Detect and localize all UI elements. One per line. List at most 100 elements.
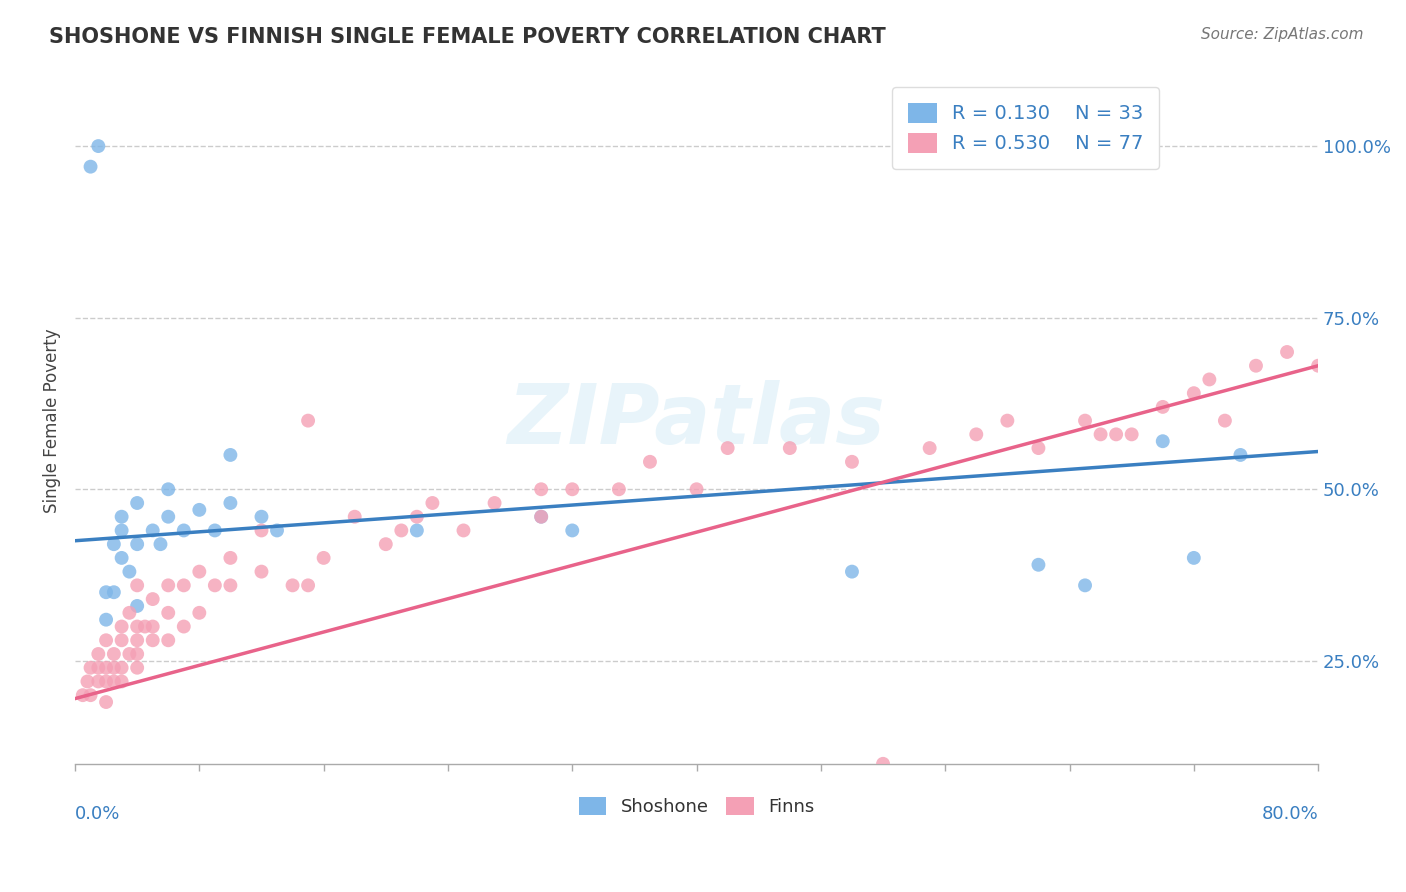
- Point: [638, 455, 661, 469]
- Point: [530, 509, 553, 524]
- Point: [142, 633, 165, 648]
- Text: SHOSHONE VS FINNISH SINGLE FEMALE POVERTY CORRELATION CHART: SHOSHONE VS FINNISH SINGLE FEMALE POVERT…: [49, 27, 886, 46]
- Point: [111, 674, 134, 689]
- Point: [127, 633, 149, 648]
- Point: [1229, 448, 1251, 462]
- Point: [561, 483, 583, 497]
- Point: [127, 599, 149, 613]
- Text: 0.0%: 0.0%: [75, 805, 121, 823]
- Point: [127, 537, 149, 551]
- Point: [1182, 386, 1205, 401]
- Point: [157, 509, 180, 524]
- Point: [281, 578, 304, 592]
- Point: [219, 550, 242, 565]
- Point: [685, 483, 707, 497]
- Text: ZIPatlas: ZIPatlas: [508, 380, 886, 461]
- Point: [1152, 400, 1174, 414]
- Point: [422, 496, 444, 510]
- Point: [530, 483, 553, 497]
- Point: [127, 647, 149, 661]
- Point: [343, 509, 366, 524]
- Point: [484, 496, 506, 510]
- Point: [103, 537, 125, 551]
- Point: [127, 619, 149, 633]
- Point: [142, 592, 165, 607]
- Point: [1028, 441, 1050, 455]
- Legend: Shoshone, Finns: Shoshone, Finns: [572, 789, 821, 823]
- Point: [607, 483, 630, 497]
- Point: [1090, 427, 1112, 442]
- Point: [118, 565, 141, 579]
- Point: [995, 414, 1018, 428]
- Point: [173, 578, 195, 592]
- Point: [717, 441, 740, 455]
- Point: [149, 537, 172, 551]
- Point: [111, 509, 134, 524]
- Point: [87, 647, 110, 661]
- Point: [111, 619, 134, 633]
- Point: [94, 674, 117, 689]
- Point: [118, 647, 141, 661]
- Point: [405, 509, 427, 524]
- Point: [779, 441, 801, 455]
- Point: [94, 585, 117, 599]
- Point: [453, 524, 475, 538]
- Point: [530, 509, 553, 524]
- Point: [87, 674, 110, 689]
- Point: [297, 414, 319, 428]
- Point: [204, 578, 226, 592]
- Point: [965, 427, 987, 442]
- Point: [1182, 550, 1205, 565]
- Point: [111, 524, 134, 538]
- Point: [87, 661, 110, 675]
- Point: [94, 613, 117, 627]
- Point: [127, 496, 149, 510]
- Point: [250, 565, 273, 579]
- Point: [111, 633, 134, 648]
- Point: [250, 524, 273, 538]
- Point: [94, 633, 117, 648]
- Text: Source: ZipAtlas.com: Source: ZipAtlas.com: [1201, 27, 1364, 42]
- Point: [219, 496, 242, 510]
- Point: [103, 585, 125, 599]
- Point: [79, 160, 101, 174]
- Point: [79, 688, 101, 702]
- Point: [94, 695, 117, 709]
- Point: [841, 565, 863, 579]
- Point: [250, 509, 273, 524]
- Point: [405, 524, 427, 538]
- Point: [134, 619, 156, 633]
- Point: [157, 606, 180, 620]
- Point: [142, 524, 165, 538]
- Point: [103, 647, 125, 661]
- Point: [87, 139, 110, 153]
- Point: [103, 674, 125, 689]
- Point: [111, 661, 134, 675]
- Point: [127, 578, 149, 592]
- Point: [918, 441, 941, 455]
- Point: [1244, 359, 1267, 373]
- Point: [219, 578, 242, 592]
- Point: [94, 661, 117, 675]
- Point: [188, 606, 211, 620]
- Point: [79, 661, 101, 675]
- Point: [111, 550, 134, 565]
- Point: [157, 633, 180, 648]
- Point: [266, 524, 288, 538]
- Point: [188, 503, 211, 517]
- Point: [157, 578, 180, 592]
- Point: [841, 455, 863, 469]
- Point: [1213, 414, 1236, 428]
- Point: [1105, 427, 1128, 442]
- Point: [1308, 359, 1330, 373]
- Text: 80.0%: 80.0%: [1261, 805, 1319, 823]
- Point: [157, 483, 180, 497]
- Point: [389, 524, 412, 538]
- Point: [219, 448, 242, 462]
- Point: [312, 550, 335, 565]
- Point: [173, 524, 195, 538]
- Point: [1074, 414, 1097, 428]
- Point: [142, 619, 165, 633]
- Point: [561, 524, 583, 538]
- Point: [173, 619, 195, 633]
